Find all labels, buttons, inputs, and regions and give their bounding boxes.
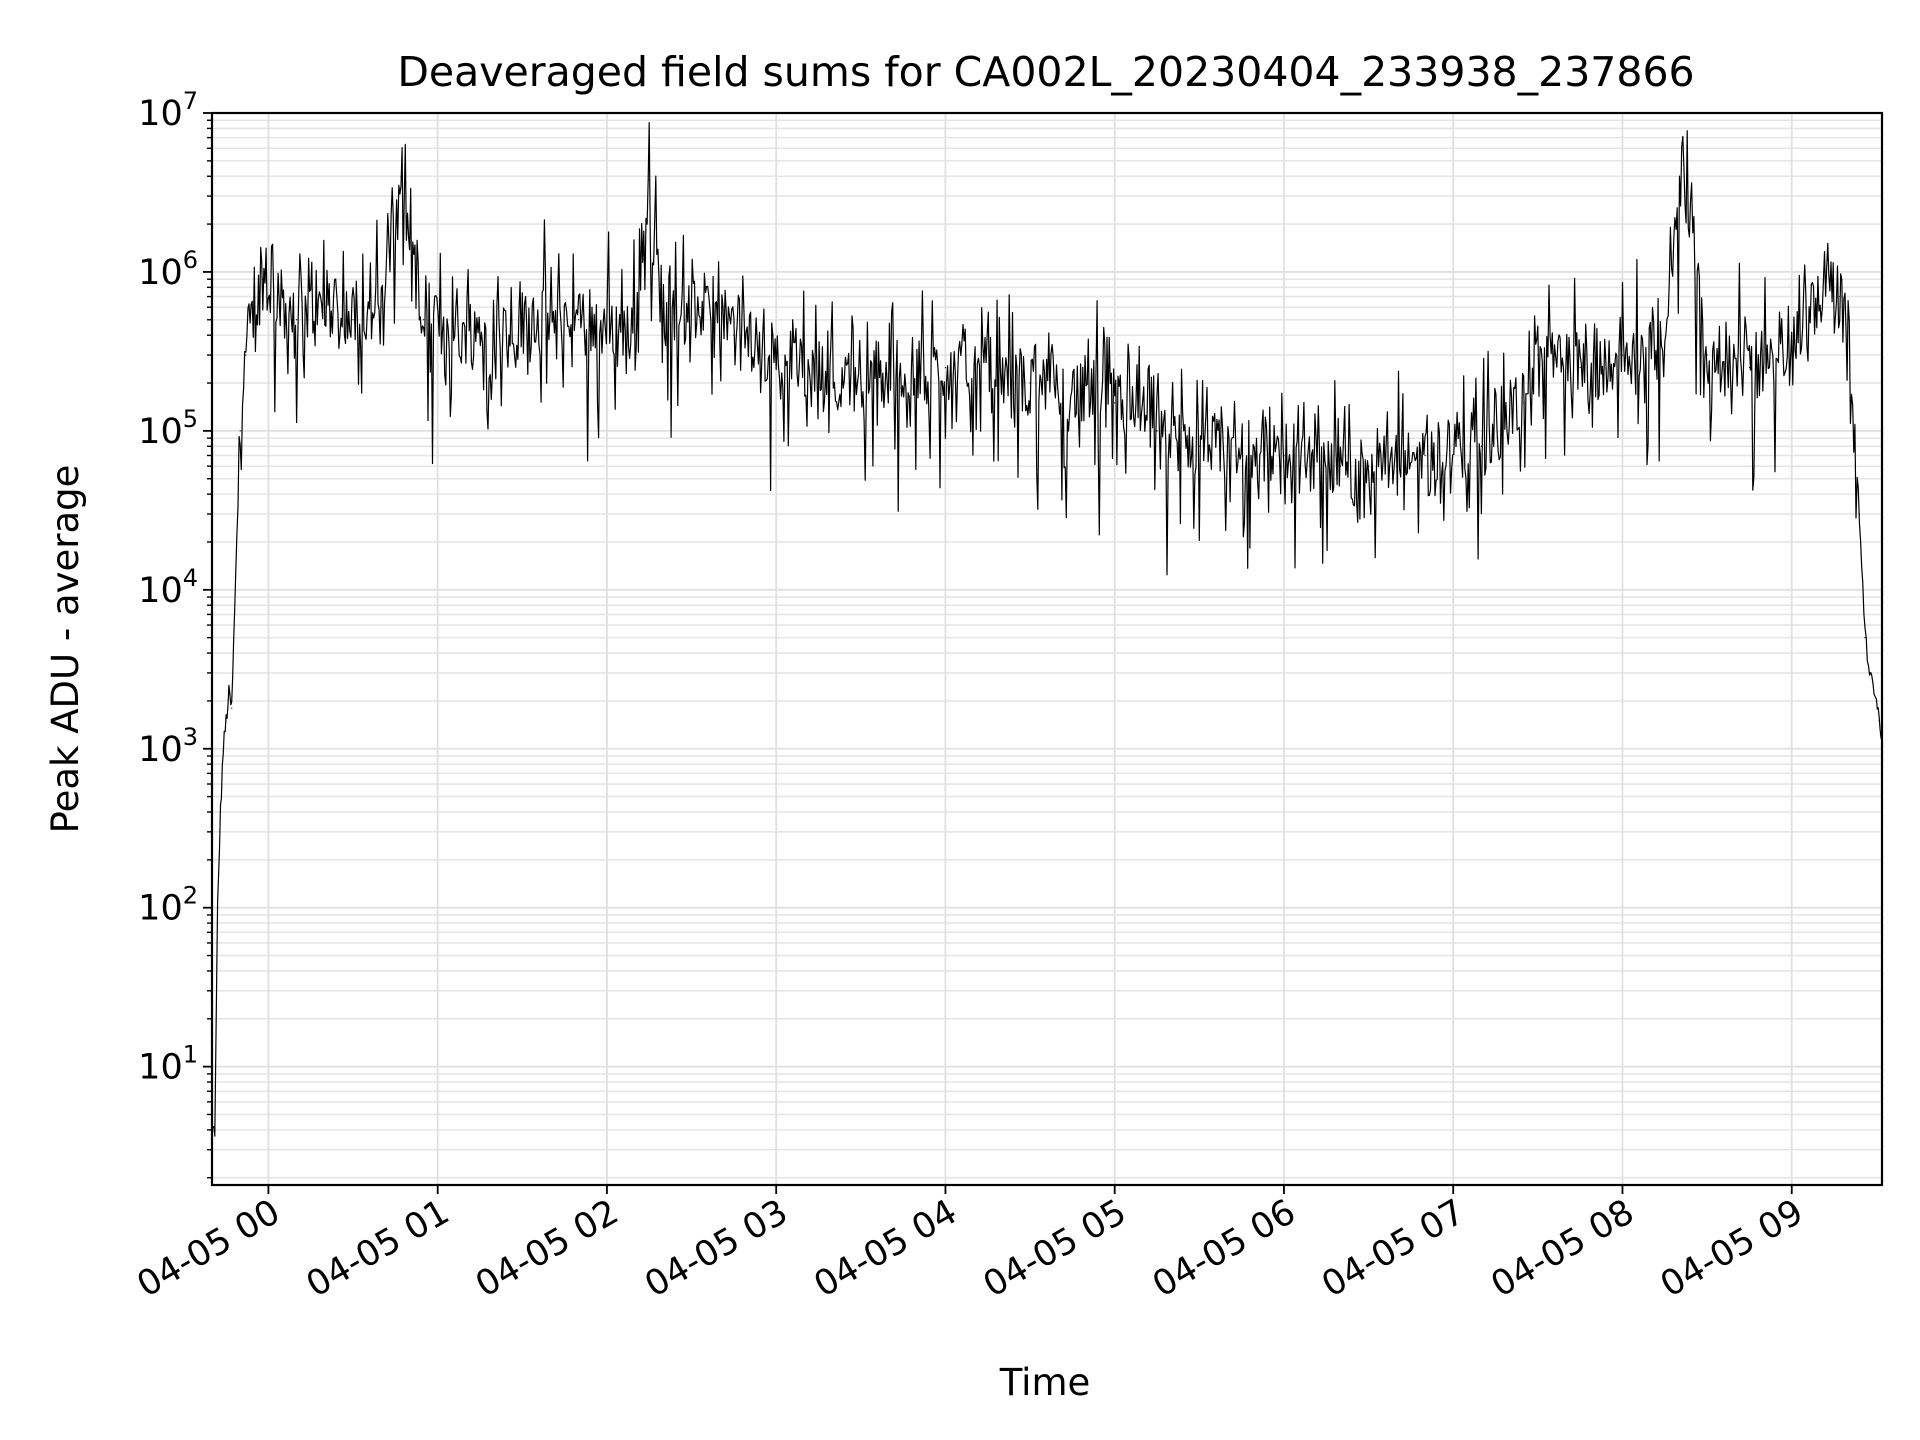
x-tick-label: 04-05 07	[1315, 1192, 1471, 1305]
data-point	[324, 306, 326, 308]
x-tick-label: 04-05 09	[1654, 1192, 1810, 1305]
x-tick-label: 04-05 05	[977, 1192, 1133, 1305]
data-point	[1621, 354, 1624, 356]
data-point	[422, 319, 425, 321]
data-point	[1114, 402, 1116, 404]
data-point	[1706, 354, 1708, 356]
data-point	[733, 334, 735, 336]
data-point	[1339, 465, 1341, 467]
y-tick-label: 107	[138, 87, 198, 134]
data-point	[860, 382, 862, 384]
data-point	[400, 175, 402, 177]
data-point	[1029, 382, 1031, 384]
data-point	[1864, 637, 1866, 639]
data-point	[1156, 430, 1158, 432]
data-point	[1791, 354, 1793, 356]
data-point	[775, 354, 777, 356]
data-point	[352, 319, 354, 321]
y-tick-label: 103	[138, 723, 198, 770]
data-point	[225, 720, 227, 722]
x-tick-label: 04-05 00	[131, 1192, 287, 1305]
y-tick-label: 101	[138, 1041, 198, 1088]
data-point	[1424, 454, 1426, 457]
data-point	[239, 430, 241, 432]
data-point	[1878, 720, 1880, 722]
x-tick-label: 04-05 02	[469, 1192, 625, 1305]
data-point	[578, 319, 580, 321]
x-tick-label: 04-05 03	[638, 1192, 794, 1305]
series-line	[212, 121, 1882, 1137]
data-point	[262, 278, 264, 280]
data-point	[699, 306, 701, 308]
data-point	[1748, 367, 1751, 369]
data-point	[231, 707, 233, 709]
data-point	[1839, 295, 1841, 298]
y-axis: 101 102 103 104 105 106 107	[138, 87, 212, 1179]
x-tick-label: 04-05 08	[1485, 1192, 1641, 1305]
data-point	[380, 306, 382, 308]
data-point	[1853, 430, 1855, 432]
data-point	[245, 354, 247, 356]
y-tick-label: 105	[138, 405, 198, 452]
data-point	[1664, 354, 1666, 356]
data-point	[1824, 286, 1827, 288]
data-point	[1875, 700, 1877, 702]
data-point	[1367, 465, 1370, 467]
data-point	[217, 907, 219, 909]
x-axis: 04-05 00 04-05 01 04-05 02 04-05 03 04-05 04…	[131, 1185, 1810, 1305]
data-point	[1805, 306, 1807, 308]
data-point	[228, 693, 230, 695]
data-point	[1283, 454, 1285, 457]
data-point	[222, 748, 224, 750]
data-point	[1523, 402, 1525, 404]
x-axis-label: Time	[999, 1361, 1091, 1404]
data-point	[648, 179, 650, 181]
data-point	[1579, 367, 1581, 369]
x-tick-label: 04-05 06	[1146, 1192, 1302, 1305]
data-point	[1870, 672, 1872, 674]
plot-frame	[210, 111, 1884, 1187]
data-point	[1198, 445, 1200, 447]
data-point	[253, 306, 255, 308]
data-point	[1537, 354, 1539, 356]
data-point	[662, 319, 664, 321]
data-point	[1681, 160, 1683, 162]
data-point	[214, 1129, 216, 1131]
y-axis-label: Peak ADU - average	[44, 465, 87, 834]
grid	[212, 112, 1882, 1185]
data-point	[634, 334, 636, 336]
x-tick-label: 04-05 04	[808, 1192, 964, 1305]
data-point	[296, 319, 298, 321]
y-tick-label: 102	[138, 882, 198, 929]
data-point	[944, 367, 947, 369]
series-group	[212, 121, 1882, 1137]
data-point	[233, 613, 236, 616]
data-point	[521, 319, 523, 321]
x-tick-label: 04-05 01	[300, 1192, 456, 1305]
chart-title: Deaveraged field sums for CA002L_2023040…	[397, 48, 1694, 96]
y-tick-label: 104	[138, 564, 198, 611]
data-point	[219, 811, 222, 813]
data-point	[1847, 319, 1849, 321]
data-point	[465, 334, 467, 336]
y-tick-label: 106	[138, 246, 198, 293]
data-point	[1480, 445, 1483, 447]
data-point	[1858, 513, 1861, 515]
